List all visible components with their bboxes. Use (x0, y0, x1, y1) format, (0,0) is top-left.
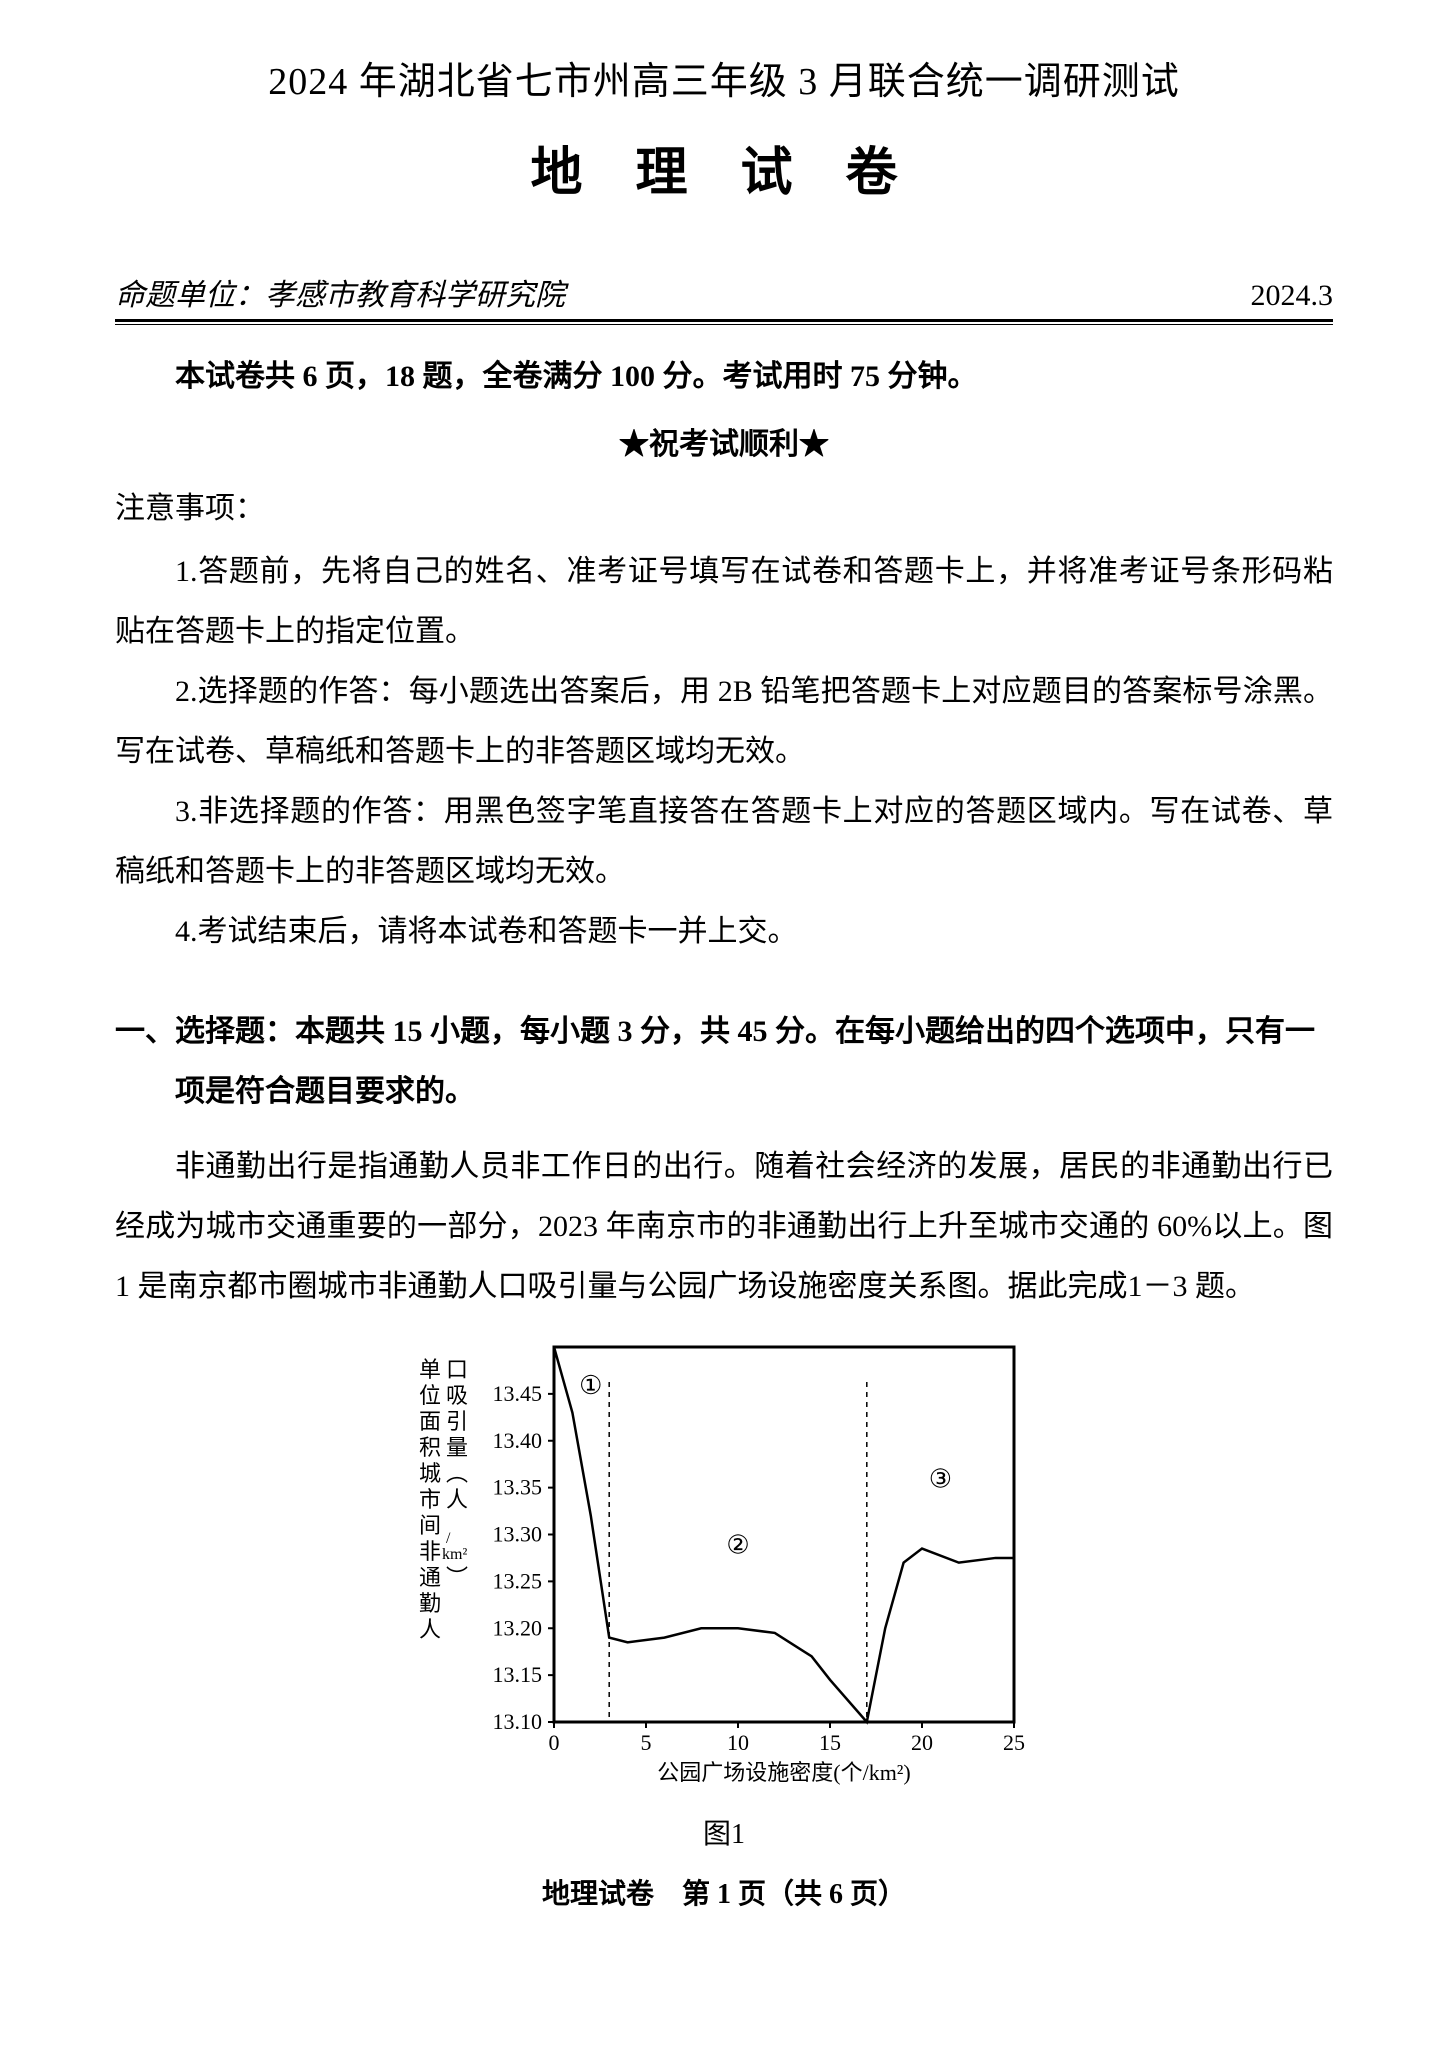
notice-item: 3.非选择题的作答：用黑色签字笔直接答在答题卡上对应的答题区域内。写在试卷、草稿… (115, 782, 1333, 902)
svg-text:10: 10 (727, 1730, 749, 1755)
svg-text:5: 5 (641, 1730, 652, 1755)
svg-text:口吸引量︵人/km²︶: 口吸引量︵人/km²︶ (442, 1357, 468, 1590)
svg-text:公园广场设施密度(个/km²): 公园广场设施密度(个/km²) (657, 1760, 910, 1785)
svg-text:②: ② (726, 1530, 749, 1559)
section-header: 一、选择题：本题共 15 小题，每小题 3 分，共 45 分。在每小题给出的四个… (115, 1002, 1333, 1122)
notice-item: 4.考试结束后，请将本试卷和答题卡一并上交。 (115, 902, 1333, 962)
svg-text:20: 20 (911, 1730, 933, 1755)
svg-text:13.40: 13.40 (493, 1428, 543, 1453)
institution-label: 命题单位：孝感市教育科学研究院 (115, 270, 565, 314)
chart-svg: 13.10 13.15 13.20 13.25 13.30 13.35 13.40 13.45… (404, 1337, 1044, 1797)
passage-text: 非通勤出行是指通勤人员非工作日的出行。随着社会经济的发展，居民的非通勤出行已经成… (115, 1137, 1333, 1317)
exam-info: 本试卷共 6 页，18 题，全卷满分 100 分。考试用时 75 分钟。 (115, 350, 1333, 404)
svg-text:0: 0 (549, 1730, 560, 1755)
svg-text:13.20: 13.20 (493, 1615, 543, 1640)
notice-header: 注意事项： (115, 483, 1333, 527)
page-footer: 地理试卷 第 1 页（共 6 页） (115, 1872, 1333, 1912)
svg-text:13.15: 13.15 (493, 1662, 543, 1687)
svg-text:13.10: 13.10 (493, 1709, 543, 1734)
svg-text:单位面积城市间非通勤人: 单位面积城市间非通勤人 (419, 1357, 441, 1642)
divider-line (115, 319, 1333, 325)
svg-text:13.45: 13.45 (493, 1381, 543, 1406)
svg-text:13.35: 13.35 (493, 1475, 543, 1500)
svg-text:③: ③ (929, 1465, 952, 1494)
wish-line: ★祝考试顺利★ (115, 419, 1333, 463)
notice-item: 1.答题前，先将自己的姓名、准考证号填写在试卷和答题卡上，并将准考证号条形码粘贴… (115, 542, 1333, 662)
exam-title-line1: 2024 年湖北省七市州高三年级 3 月联合统一调研测试 (115, 50, 1333, 105)
chart-figure1: 13.10 13.15 13.20 13.25 13.30 13.35 13.40 13.45… (404, 1337, 1044, 1852)
notice-item: 2.选择题的作答：每小题选出答案后，用 2B 铅笔把答题卡上对应题目的答案标号涂… (115, 662, 1333, 782)
svg-text:①: ① (579, 1371, 602, 1400)
svg-text:13.30: 13.30 (493, 1522, 543, 1547)
exam-date: 2024.3 (1251, 279, 1334, 313)
figure-caption: 图1 (404, 1812, 1044, 1852)
svg-text:25: 25 (1003, 1730, 1025, 1755)
header-row: 命题单位：孝感市教育科学研究院 2024.3 (115, 270, 1333, 314)
svg-text:15: 15 (819, 1730, 841, 1755)
svg-text:13.25: 13.25 (493, 1568, 543, 1593)
exam-title-line2: 地 理 试 卷 (115, 130, 1333, 205)
